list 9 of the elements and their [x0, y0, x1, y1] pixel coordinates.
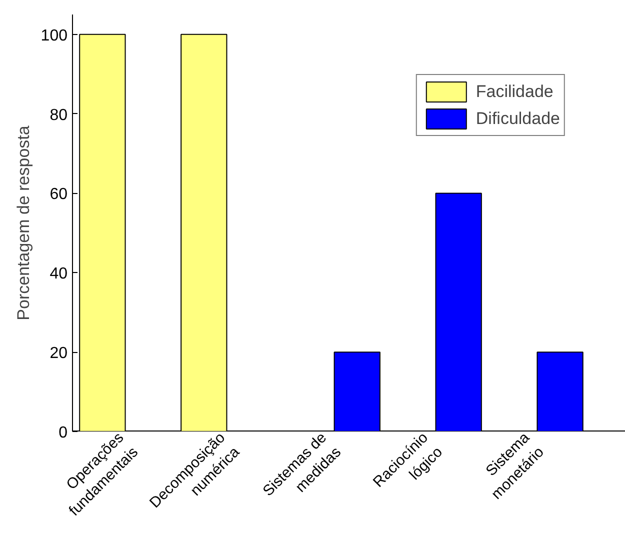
y-tick-label: 40	[50, 266, 68, 283]
y-tick-label: 0	[58, 424, 68, 442]
y-tick-label: 80	[50, 106, 68, 124]
y-tick-label: 20	[50, 345, 68, 362]
y-axis-title: Porcentagem de resposta	[14, 125, 33, 320]
legend-label: Dificuldade	[476, 108, 560, 128]
y-tick-label: 60	[50, 186, 68, 204]
y-tick-label: 100	[40, 27, 68, 44]
legend-label: Facilidade	[476, 82, 554, 102]
